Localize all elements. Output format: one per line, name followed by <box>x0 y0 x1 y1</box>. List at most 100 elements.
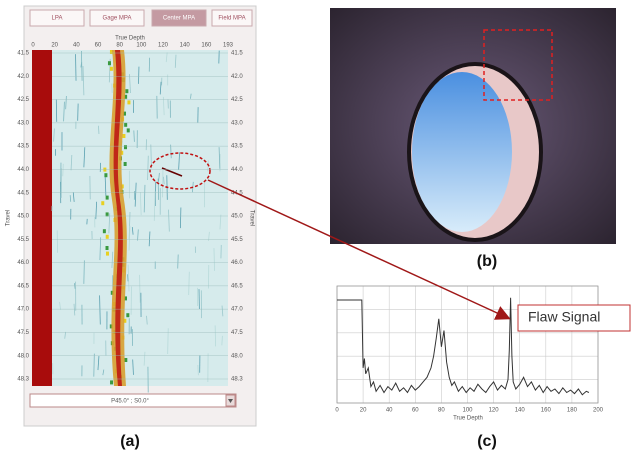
noise-streak <box>131 227 134 235</box>
scan-x-tick: 100 <box>136 43 147 49</box>
scan-x-tick: 0 <box>31 43 35 49</box>
scan-y-tick: 47.0 <box>17 307 29 313</box>
tab-label: Field MPA <box>218 16 245 22</box>
noise-streak <box>168 209 170 232</box>
scan-y-tick: 48.0 <box>17 353 29 359</box>
noise-streak <box>69 195 72 202</box>
band-speckle <box>126 128 130 133</box>
scan-y-tick: 45.0 <box>231 214 243 220</box>
scan-surface-echo <box>32 50 52 386</box>
noise-streak <box>53 128 55 142</box>
noise-streak <box>82 66 85 96</box>
scan-x-tick: 120 <box>158 43 169 49</box>
noise-streak <box>63 101 65 122</box>
band-speckle <box>123 162 127 166</box>
angle-select[interactable] <box>29 393 237 408</box>
noise-streak <box>70 154 73 171</box>
noise-streak <box>218 147 221 169</box>
scan-y-tick: 41.5 <box>17 51 29 57</box>
scan-y-tick: 45.0 <box>17 214 29 220</box>
noise-streak <box>93 353 95 377</box>
annotation: Flaw Signal <box>528 309 600 325</box>
band-speckle <box>125 89 129 94</box>
x-tick-label: 120 <box>489 408 500 414</box>
noise-streak <box>73 303 76 316</box>
scan-x-tick: 160 <box>201 43 212 49</box>
scan-x-tick: 40 <box>73 43 80 49</box>
scan-y-tick: 42.0 <box>17 74 29 80</box>
scan-y-tick: 43.0 <box>17 120 29 126</box>
noise-streak <box>62 163 64 177</box>
band-speckle <box>105 212 109 217</box>
noise-streak <box>83 260 85 284</box>
noise-streak <box>190 93 192 99</box>
scan-y-tick: 46.5 <box>17 283 29 289</box>
noise-streak <box>170 144 172 159</box>
noise-streak <box>174 54 177 68</box>
tab[interactable] <box>211 9 253 27</box>
annotation-box <box>517 304 631 332</box>
flaw-circle <box>149 152 211 190</box>
noise-streak <box>188 271 190 295</box>
photo-panel: (b) <box>330 8 616 270</box>
scan-y-tick: 46.5 <box>231 283 243 289</box>
noise-streak <box>81 50 83 81</box>
noise-streak <box>219 214 222 230</box>
caption: (b) <box>477 253 497 270</box>
signal-chart: True Depth (c) 0 20 40 60 80 100 120 140 160 180 2… <box>333 280 623 450</box>
band-speckle <box>105 251 109 256</box>
x-tick-label: 100 <box>462 408 473 414</box>
flaw-box <box>483 29 553 101</box>
noise-streak <box>108 213 111 234</box>
signal-line <box>337 297 590 396</box>
band-speckle <box>101 201 105 206</box>
band-speckle <box>104 173 108 178</box>
x-tick-label: 40 <box>386 408 393 414</box>
noise-streak <box>137 229 139 241</box>
scan-y-tick: 43.0 <box>231 120 243 126</box>
tab[interactable] <box>89 9 145 27</box>
noise-streak <box>197 365 199 376</box>
noise-streak <box>146 315 148 325</box>
scan-y-tick: 48.3 <box>17 377 29 383</box>
tab[interactable] <box>151 9 207 27</box>
band-speckle <box>126 313 130 318</box>
tab[interactable] <box>29 9 85 27</box>
band-speckle <box>120 150 124 155</box>
noise-streak <box>127 274 129 282</box>
scan-y-tick: 46.0 <box>17 260 29 266</box>
noise-streak <box>179 207 182 229</box>
noise-streak <box>158 172 160 182</box>
noise-streak <box>167 328 169 355</box>
pipe-opening <box>412 72 512 232</box>
band-speckle <box>105 246 109 250</box>
noise-streak <box>127 264 130 292</box>
x-tick-label: 0 <box>335 408 339 414</box>
noise-streak <box>139 192 142 216</box>
scan-panel: True Depth Travel Travel P45.0° ; S0.0° … <box>6 5 257 450</box>
noise-streak <box>111 251 114 268</box>
arrow <box>207 179 511 320</box>
scan-x-tick: 80 <box>116 43 123 49</box>
noise-streak <box>129 74 131 94</box>
scan-y-tick: 45.5 <box>17 237 29 243</box>
scan-y-tick: 44.5 <box>17 190 29 196</box>
x-tick-label: 20 <box>360 408 367 414</box>
scan-y-tick: 47.5 <box>231 330 243 336</box>
scan-y-label: Travel <box>248 210 254 226</box>
scan-y-tick: 48.3 <box>231 377 243 383</box>
noise-streak <box>221 335 223 346</box>
scan-y-tick: 41.5 <box>231 51 243 57</box>
x-tick-label: 160 <box>541 408 552 414</box>
band-speckle <box>124 145 128 150</box>
noise-streak <box>128 225 131 251</box>
x-tick-label: 140 <box>515 408 526 414</box>
tab-label: Gage MPA <box>103 16 132 22</box>
scan-y-tick: 42.5 <box>17 97 29 103</box>
noise-streak <box>163 176 165 185</box>
noise-streak <box>83 147 86 168</box>
noise-streak <box>221 305 224 317</box>
band-speckle <box>109 66 113 71</box>
pipe-rim <box>407 62 543 242</box>
x-axis-label: True Depth <box>453 416 483 422</box>
